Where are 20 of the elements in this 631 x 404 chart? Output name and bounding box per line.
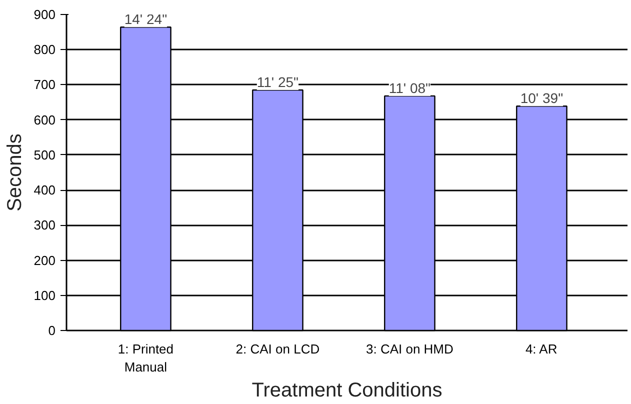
y-tick-label: 800 [34,42,56,58]
annotation: 14' 24" [124,11,168,28]
y-tick-label: 900 [34,7,56,22]
y-tick-label: 100 [34,288,56,303]
x-tick-label: 3: CAI on HMD [366,342,454,356]
x-tick-label: 4: AR [525,342,558,356]
annotation: 11' 08" [388,80,431,96]
annotation: 11' 25" [256,74,299,90]
x-tick-label: 1: Printed Manual [118,342,174,374]
y-axis-title: Seconds [4,134,26,212]
y-tick-label: 500 [34,147,56,162]
x-axis-title: Treatment Conditions [252,380,442,402]
y-tick-label: 300 [34,218,56,233]
y-tick-label: 400 [34,182,56,198]
y-tick-label: 0 [48,323,56,338]
y-tick-label: 700 [34,77,56,92]
annotation: 10' 39" [520,90,564,106]
y-tick-label: 600 [34,112,56,128]
y-tick-label: 200 [34,252,56,268]
x-tick-label: 2: CAI on LCD [236,342,320,356]
